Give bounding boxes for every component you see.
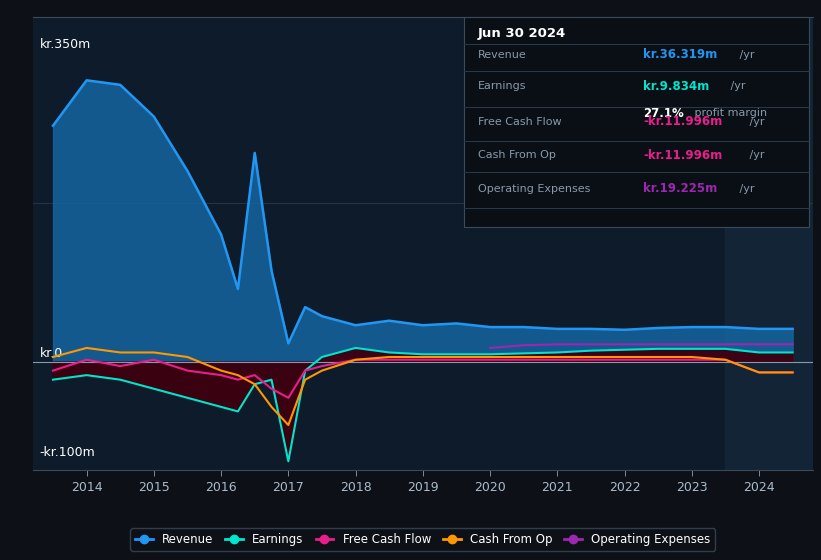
Text: /yr: /yr — [736, 50, 754, 59]
Text: /yr: /yr — [745, 151, 764, 160]
Text: Operating Expenses: Operating Expenses — [478, 184, 590, 194]
Text: Earnings: Earnings — [478, 81, 526, 91]
Text: profit margin: profit margin — [691, 109, 768, 118]
Text: 27.1%: 27.1% — [643, 107, 684, 120]
Text: Revenue: Revenue — [478, 50, 526, 59]
Text: kr.350m: kr.350m — [39, 38, 91, 50]
Bar — [726, 17, 813, 470]
Text: kr.36.319m: kr.36.319m — [643, 48, 718, 61]
Text: -kr.100m: -kr.100m — [39, 446, 95, 459]
Text: Jun 30 2024: Jun 30 2024 — [478, 27, 566, 40]
Text: /yr: /yr — [736, 184, 754, 194]
Text: kr.0: kr.0 — [39, 347, 63, 360]
FancyBboxPatch shape — [464, 17, 809, 227]
Legend: Revenue, Earnings, Free Cash Flow, Cash From Op, Operating Expenses: Revenue, Earnings, Free Cash Flow, Cash … — [131, 528, 715, 550]
Text: Cash From Op: Cash From Op — [478, 151, 556, 160]
Text: /yr: /yr — [727, 81, 745, 91]
Text: kr.19.225m: kr.19.225m — [643, 183, 718, 195]
Text: kr.9.834m: kr.9.834m — [643, 80, 709, 92]
Text: -kr.11.996m: -kr.11.996m — [643, 149, 722, 162]
Text: /yr: /yr — [745, 117, 764, 127]
Text: -kr.11.996m: -kr.11.996m — [643, 115, 722, 128]
Text: Free Cash Flow: Free Cash Flow — [478, 117, 562, 127]
